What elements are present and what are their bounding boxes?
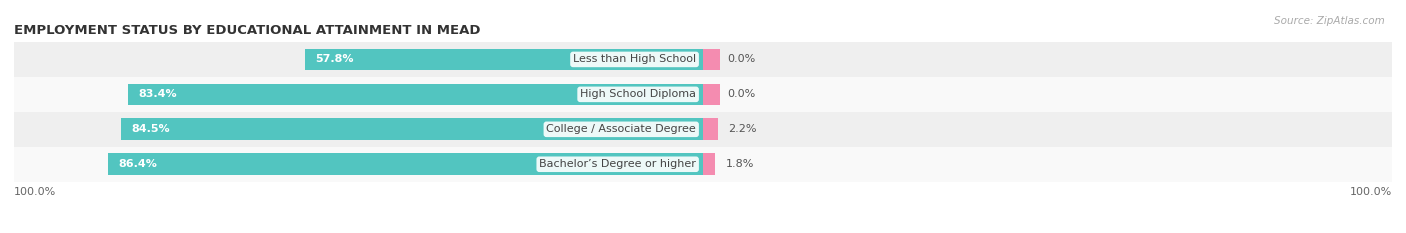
Bar [703,154,716,175]
Text: High School Diploma: High School Diploma [581,89,696,99]
Text: 84.5%: 84.5% [131,124,170,134]
Text: Less than High School: Less than High School [574,55,696,64]
Text: EMPLOYMENT STATUS BY EDUCATIONAL ATTAINMENT IN MEAD: EMPLOYMENT STATUS BY EDUCATIONAL ATTAINM… [14,24,481,37]
Text: 2.2%: 2.2% [728,124,756,134]
Text: 100.0%: 100.0% [14,187,56,197]
Text: 57.8%: 57.8% [315,55,354,64]
Bar [14,42,1392,77]
Bar [128,84,703,105]
Text: 1.8%: 1.8% [725,159,754,169]
Bar [14,112,1392,147]
Bar [703,84,720,105]
Text: 100.0%: 100.0% [1350,187,1392,197]
Text: 83.4%: 83.4% [139,89,177,99]
Text: 0.0%: 0.0% [727,55,755,64]
Bar [305,49,703,70]
Legend: In Labor Force, Unemployed: In Labor Force, Unemployed [599,230,807,233]
Bar [14,147,1392,182]
Text: College / Associate Degree: College / Associate Degree [547,124,696,134]
Bar [14,77,1392,112]
Bar [703,49,720,70]
Text: Bachelor’s Degree or higher: Bachelor’s Degree or higher [540,159,696,169]
Text: 86.4%: 86.4% [118,159,157,169]
Bar [703,118,718,140]
Text: Source: ZipAtlas.com: Source: ZipAtlas.com [1274,16,1385,26]
Bar [121,118,703,140]
Bar [108,154,703,175]
Text: 0.0%: 0.0% [727,89,755,99]
